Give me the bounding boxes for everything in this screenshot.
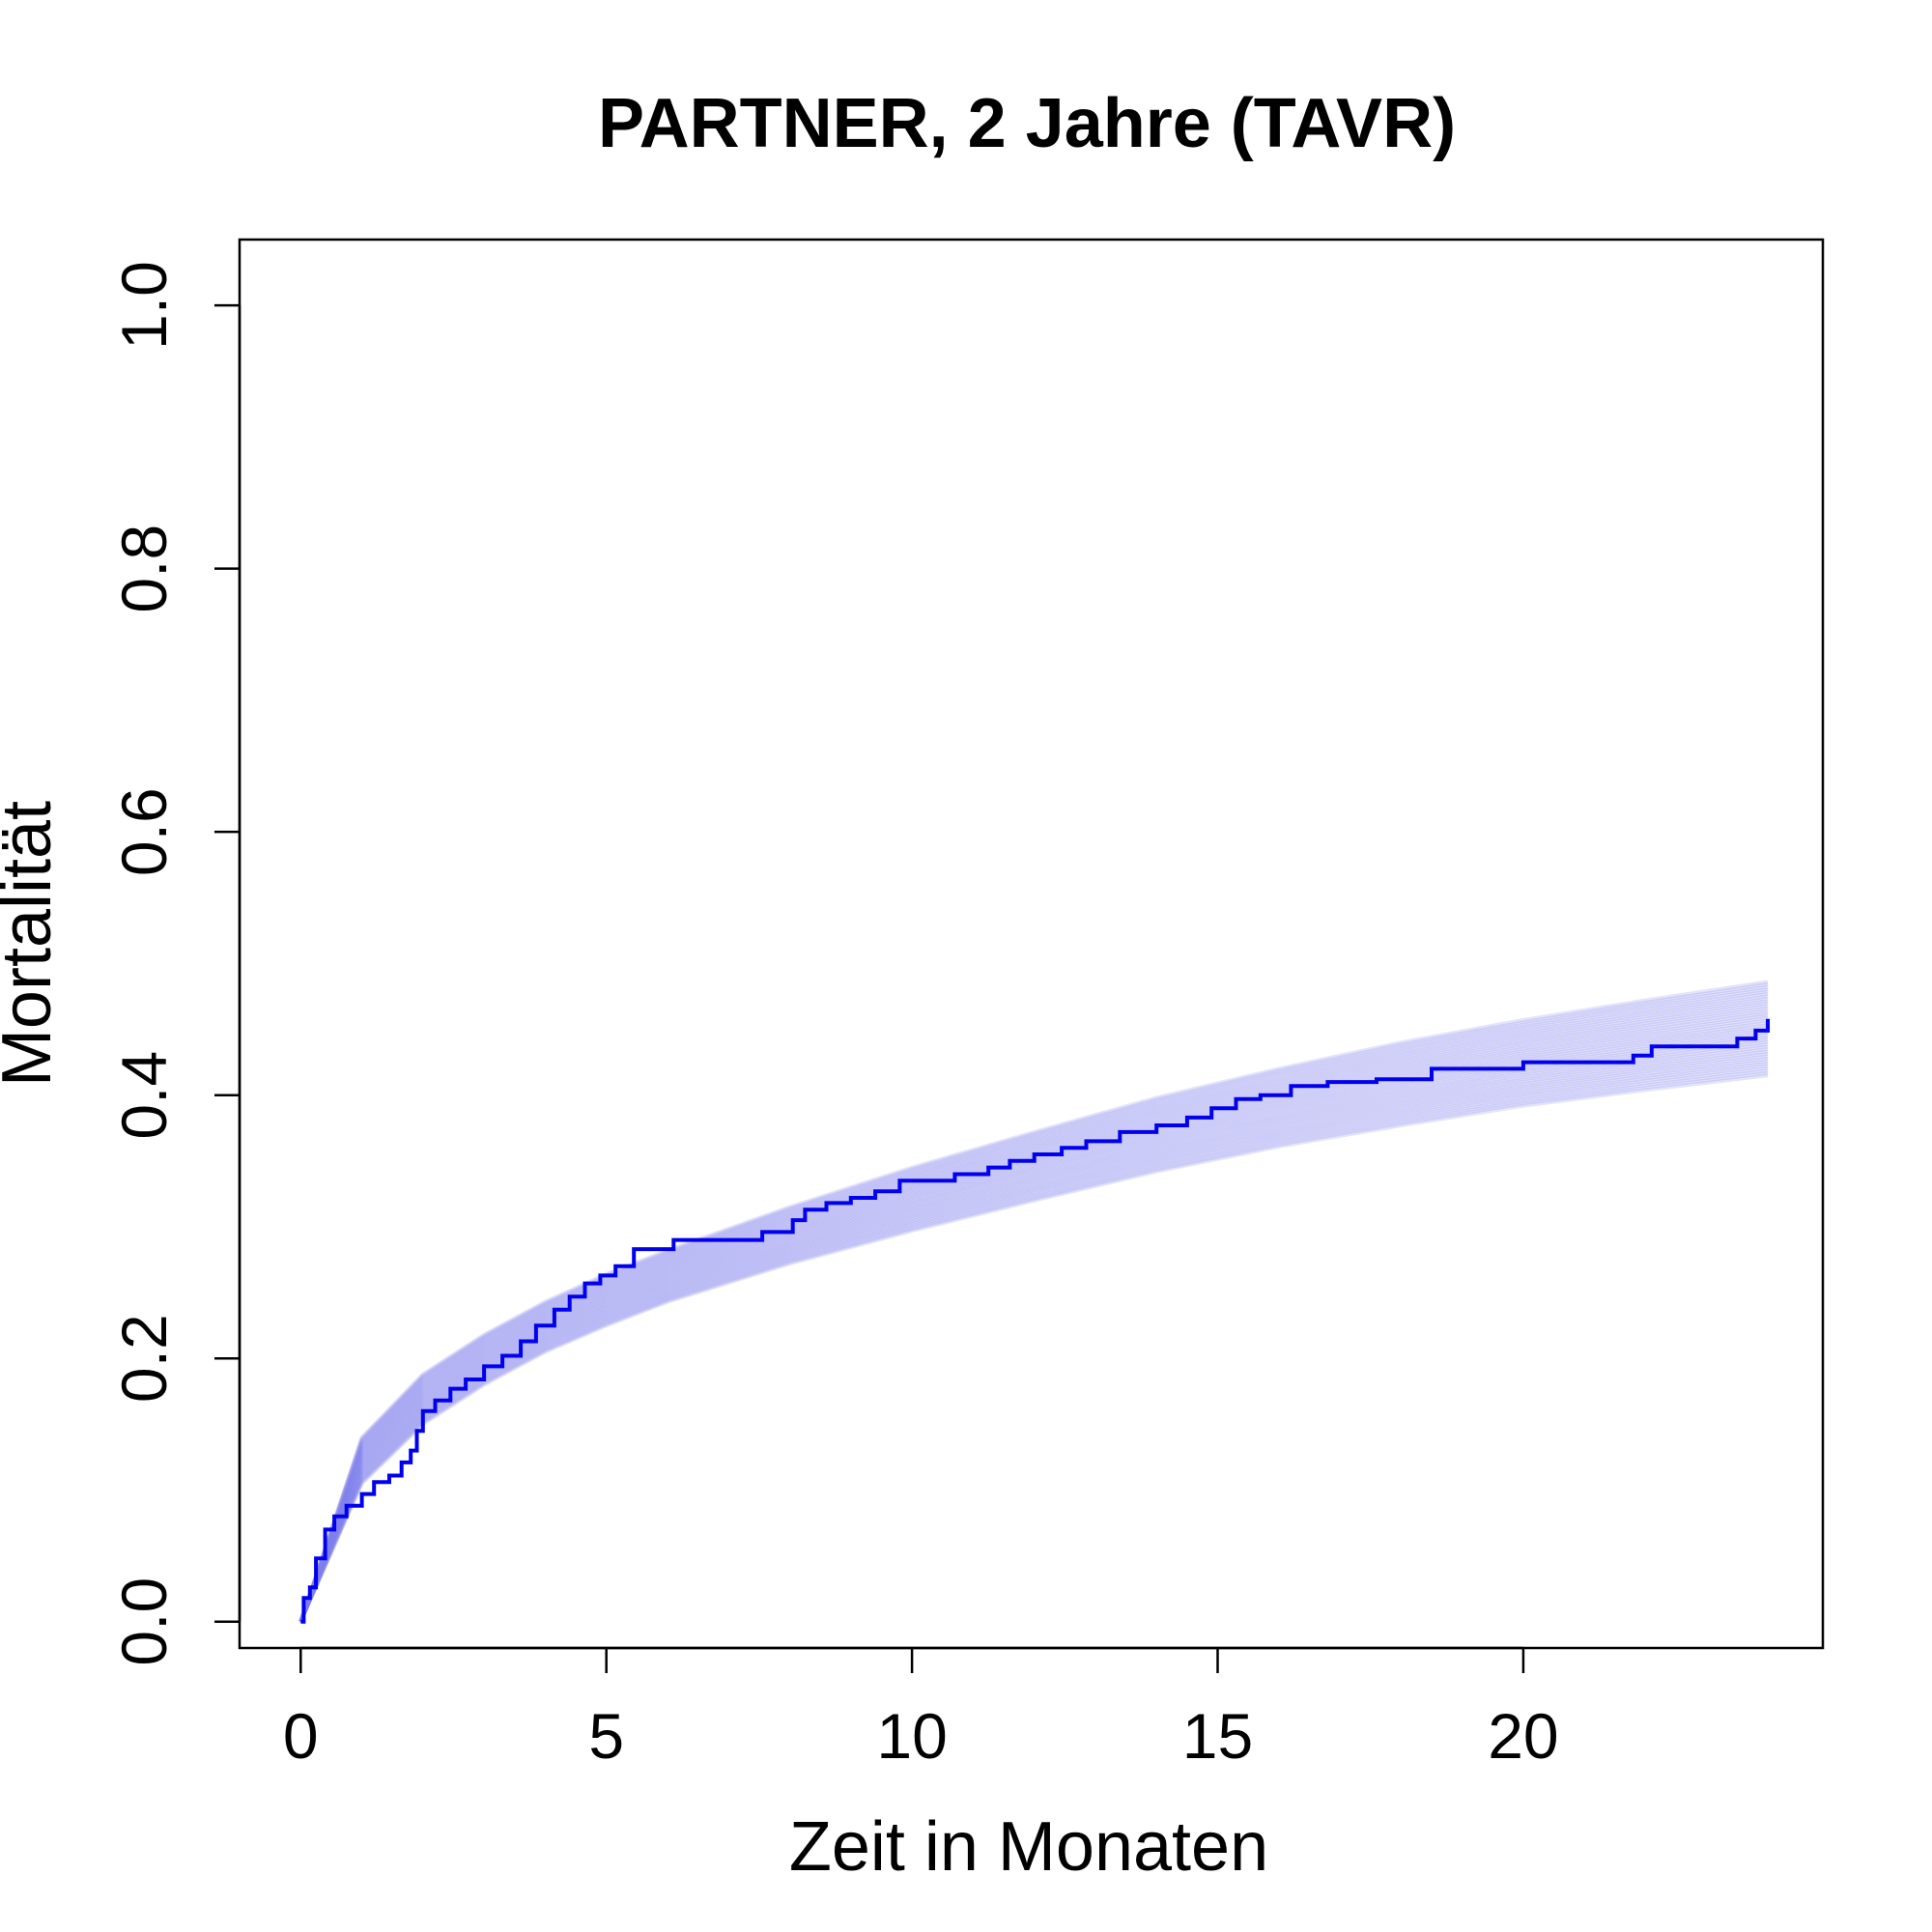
simulated-curve: [298, 1030, 1769, 1623]
simulated-curves: [298, 980, 1769, 1623]
simulated-curve: [298, 991, 1769, 1623]
simulated-curve: [298, 1061, 1769, 1623]
observed-curve: [300, 1018, 1770, 1624]
simulated-curve: [298, 1028, 1769, 1623]
y-tick-label: 0.8: [108, 525, 180, 613]
simulated-curve: [298, 1065, 1769, 1623]
simulated-curve: [298, 1056, 1769, 1623]
simulated-curve: [298, 1059, 1769, 1623]
y-axis: 0.0 0.2 0.4 0.6 0.8 1.0: [108, 261, 242, 1666]
simulated-curve: [298, 1051, 1769, 1623]
simulated-curve: [298, 1009, 1769, 1623]
simulated-curve: [298, 987, 1769, 1623]
observed-step-line: [300, 1018, 1770, 1624]
y-axis-label: Mortalität: [0, 801, 66, 1087]
y-tick-label: 1.0: [108, 261, 180, 350]
simulated-curve: [298, 1013, 1769, 1623]
x-tick-label: 10: [876, 1700, 947, 1772]
x-tick-label: 0: [283, 1700, 319, 1772]
x-tick-label: 15: [1182, 1700, 1253, 1772]
y-tick-label: 0.0: [108, 1577, 180, 1666]
simulated-curve: [298, 1037, 1769, 1623]
simulated-curve: [298, 989, 1769, 1623]
simulated-curve: [298, 1010, 1769, 1623]
simulated-curve: [298, 1015, 1769, 1623]
simulated-curve: [298, 1073, 1769, 1623]
simulated-curve: [298, 1070, 1769, 1623]
x-tick-label: 20: [1488, 1700, 1558, 1772]
simulated-curve: [298, 1068, 1769, 1623]
simulated-curve: [298, 1049, 1769, 1623]
simulated-curve: [298, 1064, 1769, 1623]
simulated-curve: [298, 980, 1769, 1623]
simulated-curve: [298, 1035, 1769, 1623]
simulated-curve: [298, 1033, 1769, 1623]
x-axis-label: Zeit in Monaten: [789, 1808, 1268, 1886]
simulated-curve: [298, 1025, 1769, 1623]
simulated-curve: [298, 982, 1769, 1623]
y-tick-label: 0.2: [108, 1314, 180, 1403]
simulated-curve: [298, 1039, 1769, 1623]
x-axis: 0 5 10 15 20: [283, 1646, 1559, 1772]
simulated-curve: [298, 1018, 1769, 1623]
y-tick-label: 0.4: [108, 1051, 180, 1140]
simulated-curve: [298, 984, 1769, 1623]
simulated-curve: [298, 1054, 1769, 1623]
x-tick-label: 5: [588, 1700, 624, 1772]
chart-title: PARTNER, 2 Jahre (TAVR): [598, 85, 1456, 162]
y-tick-label: 0.6: [108, 787, 180, 876]
plot-frame: [238, 238, 1825, 1650]
